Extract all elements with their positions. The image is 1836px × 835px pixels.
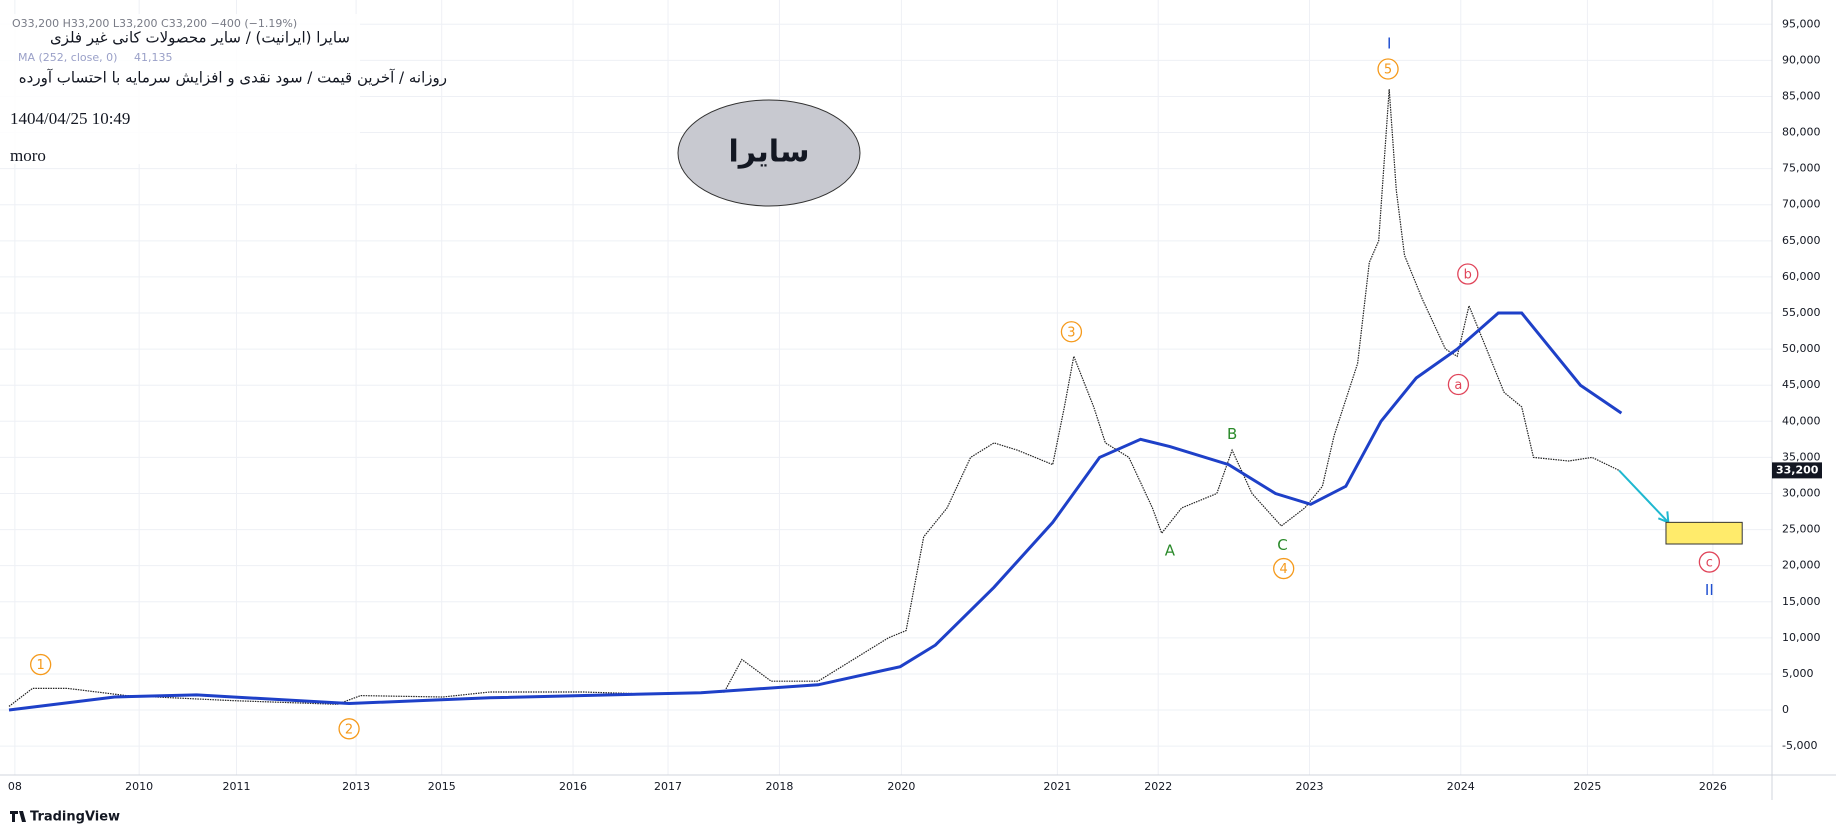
wave-circle (338, 718, 360, 740)
wave-label: a (1454, 378, 1462, 393)
wave-label: 3 (1067, 325, 1075, 340)
wave-circle (1457, 263, 1479, 285)
brand-logo (10, 811, 26, 822)
wave-label: 1 (37, 658, 45, 673)
wave-label: B (1227, 425, 1237, 443)
x-tick-label: 2024 (1447, 780, 1475, 793)
subtitle: روزانه / آخرین قیمت / سود نقدی و افزایش … (19, 69, 447, 87)
brand: TradingView (30, 810, 120, 825)
x-tick-label: 2020 (887, 780, 915, 793)
x-tick-label: 08 (8, 780, 22, 793)
y-tick-label: 60,000 (1782, 270, 1821, 283)
y-tick-label: 0 (1782, 703, 1789, 716)
x-tick-label: 2011 (222, 780, 250, 793)
x-tick-label: 2010 (125, 780, 153, 793)
y-tick-label: 45,000 (1782, 378, 1821, 391)
x-tick-label: 2022 (1144, 780, 1172, 793)
y-tick-label: 75,000 (1782, 162, 1821, 175)
title: سایرا (ایرانیت) / سایر محصولات کانی غیر … (50, 29, 350, 47)
wave-circle (1447, 373, 1470, 396)
last-price-tag (1772, 462, 1822, 479)
last-price-label: 33,200 (1776, 463, 1819, 476)
wave-label: II (1705, 581, 1714, 599)
y-tick-label: 90,000 (1782, 53, 1821, 66)
wave-circle (1060, 321, 1083, 343)
x-tick-label: 2018 (765, 780, 793, 793)
wave-label: 4 (1280, 562, 1288, 577)
ma-legend-value: 41,135 (134, 51, 173, 64)
y-tick-label: 15,000 (1782, 595, 1821, 608)
wave-label: b (1464, 268, 1472, 283)
y-tick-label: 80,000 (1782, 126, 1821, 139)
y-tick-label: 25,000 (1782, 523, 1821, 536)
badge-text: سایرا (729, 135, 810, 170)
ohlc: O33,200 H33,200 L33,200 C33,200 −400 (−1… (12, 17, 297, 30)
ma-legend: MA (252, close, 0) (18, 51, 117, 64)
y-tick-label: 95,000 (1782, 17, 1821, 30)
x-tick-label: 2026 (1699, 780, 1727, 793)
legend-bg (0, 14, 360, 164)
y-tick-label: 85,000 (1782, 89, 1821, 102)
y-tick-label: 70,000 (1782, 198, 1821, 211)
y-tick-label: 35,000 (1782, 450, 1821, 463)
projection-arrow (1618, 469, 1670, 524)
wave-label: 2 (345, 722, 353, 737)
wave-circle (1698, 551, 1721, 573)
y-tick-label: 50,000 (1782, 342, 1821, 355)
y-tick-label: 55,000 (1782, 306, 1821, 319)
y-tick-label: 20,000 (1782, 559, 1821, 572)
wave-label: I (1387, 35, 1391, 53)
x-tick-label: 2025 (1573, 780, 1601, 793)
target-zone (1665, 521, 1743, 545)
x-tick-label: 2023 (1295, 780, 1323, 793)
y-tick-label: 5,000 (1782, 667, 1814, 680)
x-tick-label: 2016 (559, 780, 587, 793)
y-tick-label: 40,000 (1782, 414, 1821, 427)
x-tick-label: 2013 (342, 780, 370, 793)
wave-circle (1377, 58, 1399, 80)
ma-line (8, 311, 1623, 712)
author: moro (10, 146, 46, 165)
wave-label: C (1277, 536, 1287, 554)
badge (677, 99, 861, 207)
datetime: 1404/04/25 10:49 (10, 109, 130, 128)
wave-label: 5 (1384, 63, 1392, 78)
wave-label: A (1165, 541, 1176, 559)
y-tick-label: -5,000 (1782, 739, 1817, 752)
y-tick-label: 65,000 (1782, 234, 1821, 247)
y-tick-label: 30,000 (1782, 486, 1821, 499)
y-tick-label: 10,000 (1782, 631, 1821, 644)
wave-label: c (1706, 556, 1713, 571)
x-tick-label: 2021 (1043, 780, 1071, 793)
wave-circle (1273, 557, 1295, 580)
x-tick-label: 2017 (654, 780, 682, 793)
x-tick-label: 2015 (428, 780, 456, 793)
wave-circle (30, 653, 52, 676)
